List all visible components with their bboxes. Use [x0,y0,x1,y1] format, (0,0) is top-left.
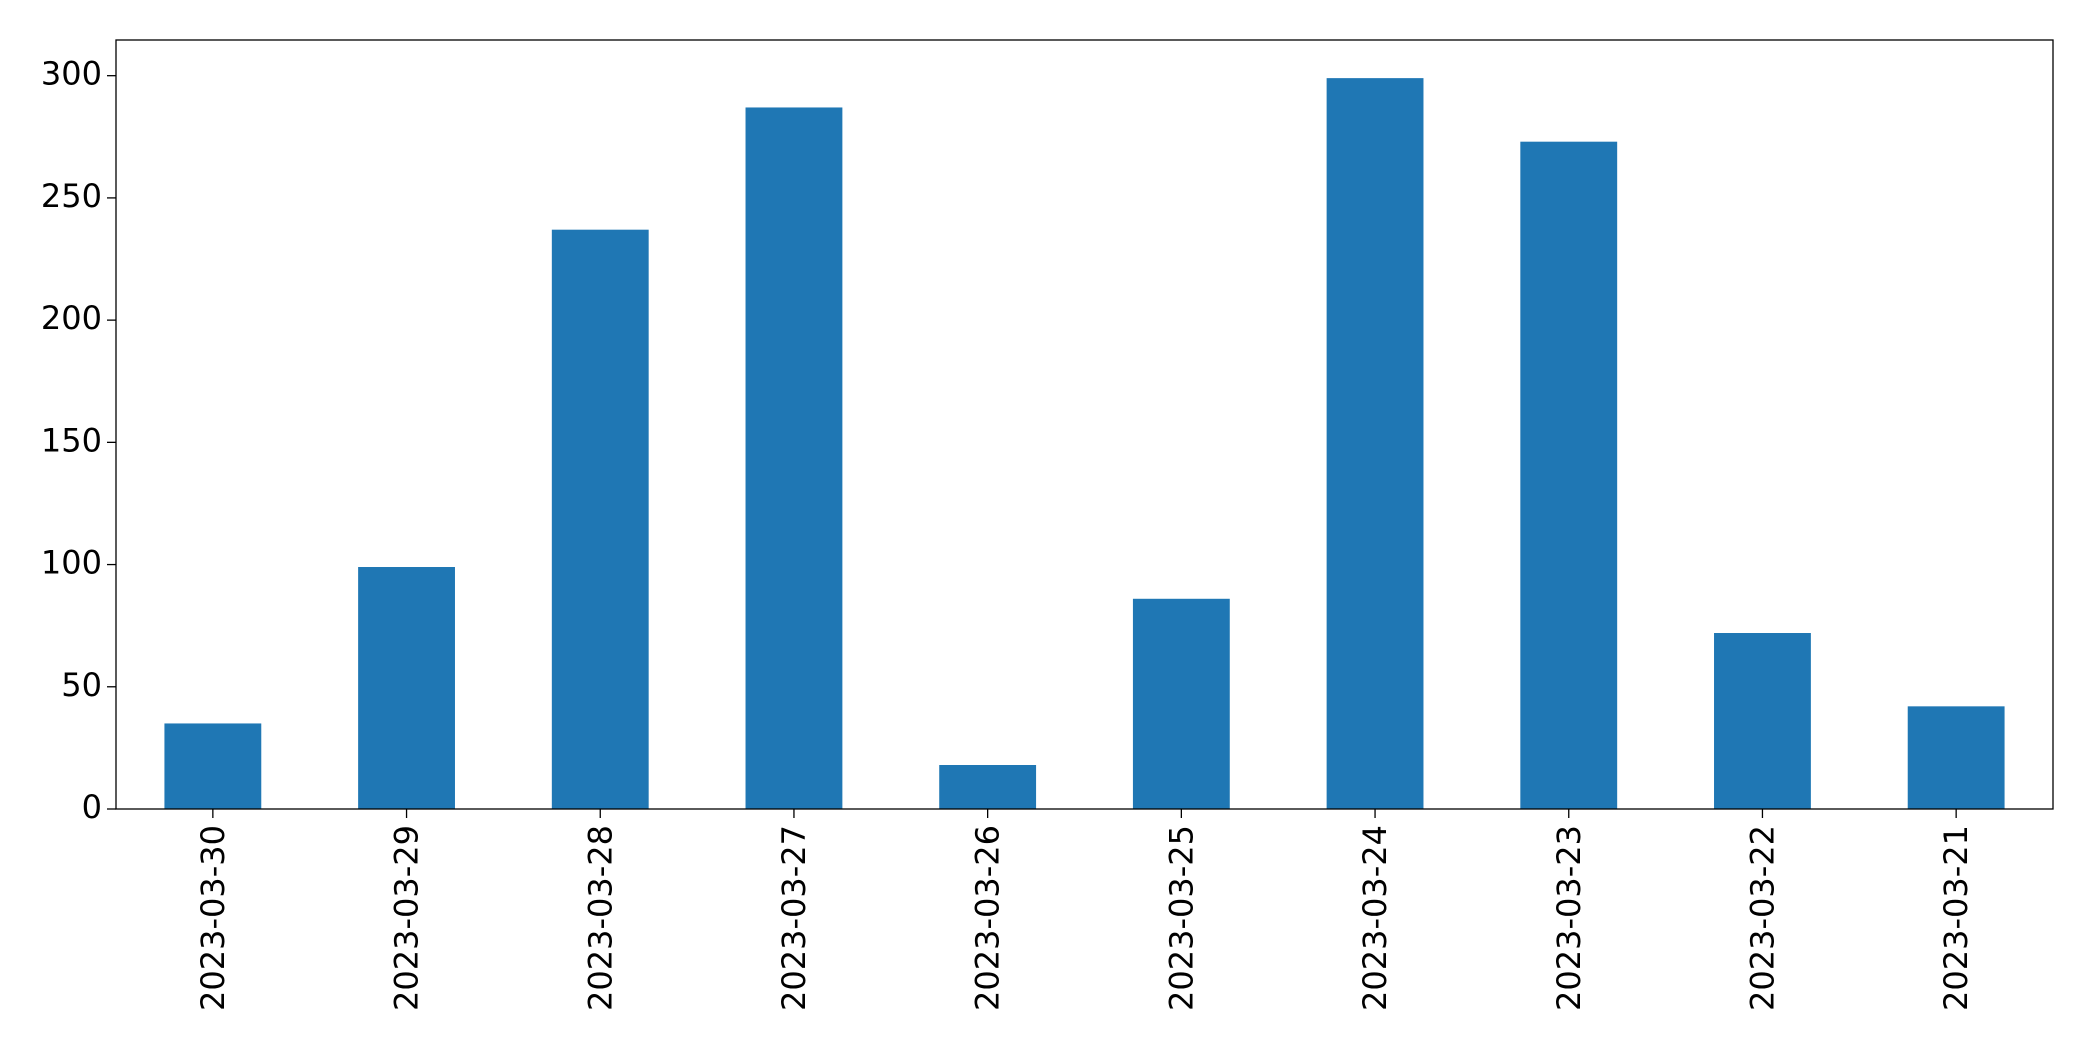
x-tick-label: 2023-03-26 [969,825,1007,1011]
bar [1520,141,1618,810]
bar [1907,706,2005,809]
y-tick-label: 250 [41,177,102,215]
x-tick-label: 2023-03-21 [1937,825,1975,1011]
bar [745,107,843,809]
y-tick-label: 300 [41,55,102,93]
y-tick-label: 0 [82,788,102,826]
bar [1326,78,1424,810]
bar [1132,598,1230,809]
x-tick-label: 2023-03-23 [1550,825,1588,1011]
x-tick-label: 2023-03-28 [581,825,619,1011]
bar [939,765,1037,809]
x-tick-label: 2023-03-24 [1356,825,1394,1011]
bar [358,567,455,809]
x-tick-label: 2023-03-27 [775,825,813,1011]
plot-frame [115,39,2054,810]
bar [164,723,262,809]
y-tick-label: 100 [41,544,102,582]
y-tick-label: 150 [41,421,102,459]
y-tick-label: 50 [61,666,102,704]
y-tick-label: 200 [41,299,102,337]
bar [551,229,649,809]
x-tick-label: 2023-03-22 [1743,825,1781,1011]
x-tick-label: 2023-03-29 [388,825,426,1011]
x-tick-label: 2023-03-30 [194,825,232,1011]
bar [1714,633,1811,809]
x-tick-label: 2023-03-25 [1162,825,1200,1011]
